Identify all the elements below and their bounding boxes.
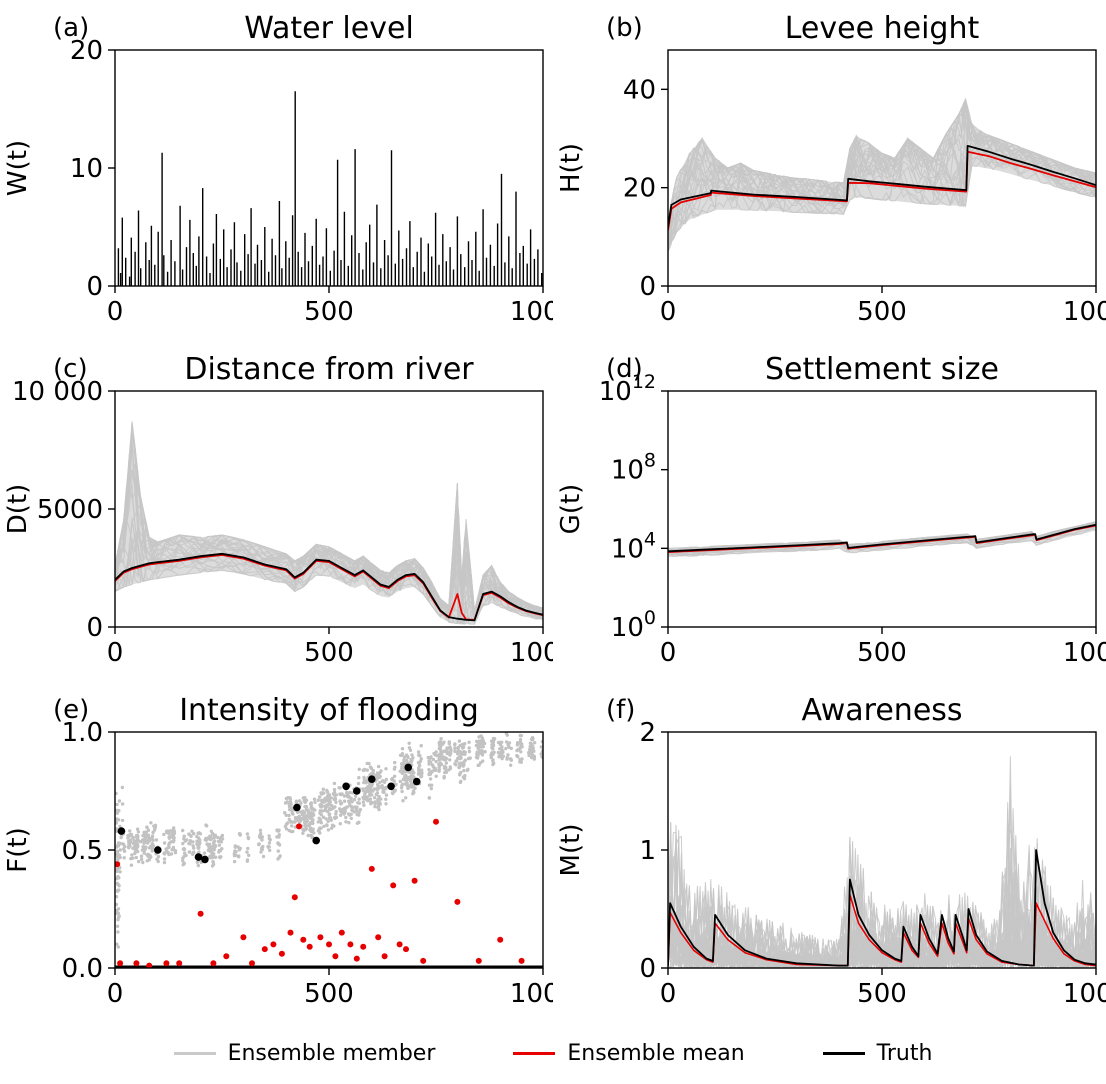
svg-text:500: 500: [304, 979, 354, 1009]
svg-text:(b): (b): [606, 13, 643, 43]
svg-text:0: 0: [107, 297, 124, 327]
svg-text:0: 0: [107, 979, 124, 1009]
svg-text:0: 0: [660, 638, 677, 668]
svg-text:500: 500: [857, 638, 907, 668]
svg-text:0: 0: [639, 272, 656, 302]
svg-text:20: 20: [623, 174, 656, 204]
svg-text:108: 108: [611, 450, 656, 486]
svg-text:1012: 1012: [599, 371, 656, 407]
svg-text:104: 104: [611, 528, 656, 564]
svg-text:5000: 5000: [37, 495, 103, 525]
svg-text:F(t): F(t): [3, 827, 33, 872]
svg-text:W(t): W(t): [3, 140, 33, 196]
svg-text:M(t): M(t): [556, 824, 586, 877]
svg-text:2: 2: [639, 718, 656, 748]
svg-text:500: 500: [857, 979, 907, 1009]
svg-text:0.0: 0.0: [62, 954, 103, 984]
svg-text:Awareness: Awareness: [801, 693, 962, 728]
panels-grid: 0500100001020Water level(a)W(t) 05001000…: [3, 11, 1106, 1009]
svg-text:(e): (e): [53, 695, 89, 725]
legend-label-ensemble-member: Ensemble member: [227, 1041, 436, 1066]
legend-item-truth: Truth: [822, 1041, 933, 1066]
svg-text:500: 500: [304, 638, 354, 668]
svg-text:(c): (c): [53, 354, 88, 384]
svg-text:(f): (f): [606, 695, 635, 725]
ensemble-member-line-sample: [173, 1051, 216, 1056]
svg-text:Distance from river: Distance from river: [184, 352, 474, 387]
svg-text:1.0: 1.0: [62, 718, 103, 748]
svg-text:10: 10: [70, 154, 103, 184]
svg-text:Water level: Water level: [244, 11, 414, 46]
svg-text:H(t): H(t): [556, 143, 586, 193]
svg-text:0: 0: [86, 272, 103, 302]
svg-text:100: 100: [611, 607, 656, 643]
svg-text:500: 500: [857, 297, 907, 327]
svg-text:D(t): D(t): [3, 484, 33, 535]
svg-text:1: 1: [639, 836, 656, 866]
svg-text:0: 0: [660, 979, 677, 1009]
svg-text:(d): (d): [606, 354, 643, 384]
truth-line-sample: [822, 1052, 865, 1055]
svg-text:(a): (a): [53, 13, 89, 43]
svg-text:0: 0: [660, 297, 677, 327]
svg-text:Settlement size: Settlement size: [765, 352, 999, 387]
svg-text:0: 0: [86, 613, 103, 643]
svg-text:Levee height: Levee height: [785, 11, 980, 46]
svg-text:0.5: 0.5: [62, 836, 103, 866]
legend-label-ensemble-mean: Ensemble mean: [567, 1041, 745, 1066]
svg-text:0: 0: [639, 954, 656, 984]
legend-item-ensemble-mean: Ensemble mean: [513, 1041, 745, 1066]
svg-text:0: 0: [107, 638, 124, 668]
svg-text:40: 40: [623, 75, 656, 105]
svg-text:10 000: 10 000: [12, 377, 103, 407]
legend: Ensemble member Ensemble mean Truth: [0, 1023, 1106, 1084]
ensemble-mean-line-sample: [513, 1052, 556, 1055]
svg-text:20: 20: [70, 36, 103, 66]
svg-text:500: 500: [304, 297, 354, 327]
svg-text:G(t): G(t): [556, 484, 586, 535]
legend-item-ensemble-member: Ensemble member: [173, 1041, 436, 1066]
svg-text:Intensity of flooding: Intensity of flooding: [179, 693, 479, 728]
legend-label-truth: Truth: [876, 1041, 933, 1066]
